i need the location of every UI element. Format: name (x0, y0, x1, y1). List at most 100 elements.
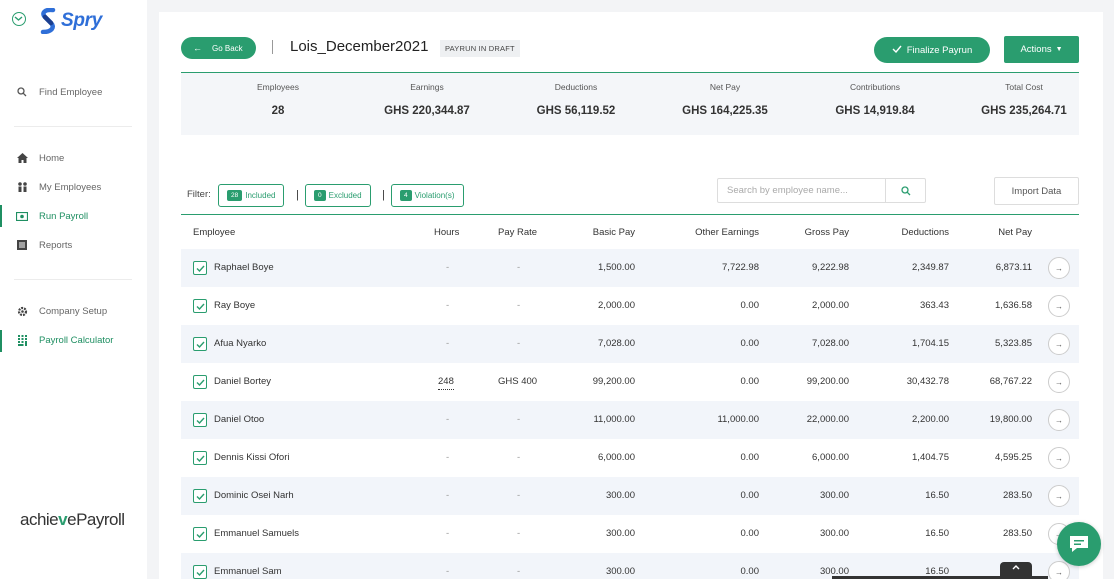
find-employee-link[interactable]: Find Employee (16, 84, 136, 100)
row-checkbox[interactable] (193, 489, 207, 503)
col-basic-pay[interactable]: Basic Pay (592, 227, 635, 238)
row-details-button[interactable]: → (1048, 333, 1070, 355)
employee-name[interactable]: Daniel Otoo (214, 414, 265, 425)
col-employee[interactable]: Employee (193, 227, 236, 238)
sidebar-item-home[interactable]: Home (16, 150, 136, 166)
row-details-button[interactable]: → (1048, 371, 1070, 393)
row-details-button[interactable]: → (1048, 257, 1070, 279)
basic-pay-cell: 7,028.00 (598, 338, 635, 349)
col-gross-pay[interactable]: Gross Pay (804, 227, 849, 238)
import-data-button[interactable]: Import Data (994, 177, 1079, 205)
table-row[interactable]: Daniel Bortey 248 GHS 400 99,200.00 0.00 99,2… (181, 363, 1079, 401)
row-details-button[interactable]: → (1048, 295, 1070, 317)
row-checkbox[interactable] (193, 527, 207, 541)
table-row[interactable]: Ray Boye - - 2,000.00 0.00 2,000.00 363.43 1,63… (181, 287, 1079, 325)
actions-dropdown[interactable]: Actions ▼ (1004, 36, 1079, 63)
pay-rate-cell: - (517, 262, 521, 273)
sidebar-item-payroll-calculator[interactable]: Payroll Calculator (16, 332, 136, 348)
title-separator (272, 40, 273, 54)
chat-button[interactable] (1057, 522, 1101, 566)
row-details-button[interactable]: → (1048, 561, 1070, 579)
go-back-label: Go Back (212, 43, 243, 53)
sidebar-item-run-payroll[interactable]: Run Payroll (16, 208, 136, 224)
arrow-right-icon: → (1055, 453, 1063, 463)
row-details-button[interactable]: → (1048, 409, 1070, 431)
row-checkbox[interactable] (193, 299, 207, 313)
gross-pay-cell: 99,200.00 (806, 376, 849, 387)
row-details-button[interactable]: → (1048, 447, 1070, 469)
employee-name[interactable]: Afua Nyarko (214, 338, 267, 349)
other-earnings-cell: 11,000.00 (717, 414, 759, 425)
scroll-up-tab[interactable] (1000, 562, 1032, 579)
hours-cell[interactable]: 248 (438, 376, 454, 390)
pay-rate-cell: - (517, 414, 521, 425)
go-back-button[interactable]: ← Go Back (181, 37, 256, 59)
table-row[interactable]: Raphael Boye - - 1,500.00 7,722.98 9,222.98 2,… (181, 249, 1079, 287)
sidebar: Spry Find Employee Home My Employees Run… (0, 0, 147, 579)
other-earnings-cell: 0.00 (740, 490, 760, 501)
search-icon (16, 86, 28, 98)
finalize-payrun-button[interactable]: Finalize Payrun (874, 37, 990, 63)
spry-logo[interactable]: Spry (40, 7, 102, 35)
employee-name[interactable]: Ray Boye (214, 300, 256, 311)
row-checkbox[interactable] (193, 375, 207, 389)
deductions-cell: 30,432.78 (906, 376, 949, 387)
pay-rate-cell: GHS 400 (498, 376, 538, 387)
other-earnings-cell: 0.00 (740, 338, 760, 349)
col-deductions[interactable]: Deductions (901, 227, 949, 238)
col-net-pay[interactable]: Net Pay (998, 227, 1032, 238)
gross-pay-cell: 2,000.00 (812, 300, 849, 311)
sidebar-item-company-setup[interactable]: Company Setup (16, 303, 136, 319)
deductions-cell: 2,200.00 (912, 414, 949, 425)
table-row[interactable]: Dennis Kissi Ofori - - 6,000.00 0.00 6,000.00… (181, 439, 1079, 477)
row-checkbox[interactable] (193, 413, 207, 427)
employee-name[interactable]: Raphael Boye (214, 262, 274, 273)
deductions-cell: 16.50 (925, 528, 949, 539)
filter-included-chip[interactable]: 28 Included (218, 184, 285, 207)
basic-pay-cell: 6,000.00 (598, 452, 635, 463)
row-checkbox[interactable] (193, 337, 207, 351)
other-earnings-cell: 0.00 (740, 376, 760, 387)
row-checkbox[interactable] (193, 565, 207, 579)
find-employee-label: Find Employee (39, 86, 103, 98)
table-row[interactable]: Emmanuel Samuels - - 300.00 0.00 300.00 16.50 2… (181, 515, 1079, 553)
hours-value[interactable]: 248 (438, 376, 454, 390)
employee-name[interactable]: Emmanuel Sam (214, 566, 282, 577)
payrun-card: ← Go Back Lois_December2021 PAYRUN IN DR… (159, 12, 1103, 579)
table-row[interactable]: Daniel Otoo - - 11,000.00 11,000.00 22,000.00… (181, 401, 1079, 439)
sidebar-item-reports[interactable]: Reports (16, 237, 136, 253)
achieve-payroll-logo: achievePayroll (20, 510, 125, 530)
sidebar-item-label: Run Payroll (39, 210, 89, 222)
row-details-button[interactable]: → (1048, 485, 1070, 507)
employee-name[interactable]: Dennis Kissi Ofori (214, 452, 290, 463)
summary-value: GHS 14,919.84 (835, 105, 915, 117)
filter-excluded-chip[interactable]: 0 Excluded (305, 184, 371, 207)
deductions-cell: 2,349.87 (912, 262, 949, 273)
search-input[interactable] (718, 179, 886, 202)
col-other-earnings[interactable]: Other Earnings (695, 227, 759, 238)
search-button[interactable] (885, 179, 925, 202)
filter-separator: | (382, 189, 385, 201)
hours-cell: - (446, 414, 450, 425)
summary-label: Employees (256, 82, 300, 92)
summary-label: Deductions (554, 82, 598, 92)
employee-name[interactable]: Daniel Bortey (214, 376, 272, 387)
active-indicator (0, 205, 2, 227)
filter-violations-chip[interactable]: 4 Violation(s) (391, 184, 464, 207)
hours-cell: - (446, 262, 450, 273)
summary-value: GHS 164,225.35 (682, 105, 768, 117)
table-row[interactable]: Afua Nyarko - - 7,028.00 0.00 7,028.00 1,704.1… (181, 325, 1079, 363)
table-row[interactable]: Dominic Osei Narh - - 300.00 0.00 300.00 16.50… (181, 477, 1079, 515)
col-pay-rate[interactable]: Pay Rate (498, 227, 538, 238)
arrow-right-icon: → (1055, 567, 1063, 577)
sidebar-item-my-employees[interactable]: My Employees (16, 179, 136, 195)
hours-cell: - (446, 566, 450, 577)
row-checkbox[interactable] (193, 261, 207, 275)
employee-name[interactable]: Dominic Osei Narh (214, 490, 294, 501)
net-pay-cell: 6,873.11 (995, 262, 1032, 273)
row-checkbox[interactable] (193, 451, 207, 465)
table-row[interactable]: Emmanuel Sam - - 300.00 0.00 300.00 16.50 → (181, 553, 1079, 579)
employee-name[interactable]: Emmanuel Samuels (214, 528, 300, 539)
collapse-sidebar-icon[interactable] (12, 12, 26, 26)
col-hours[interactable]: Hours (434, 227, 460, 238)
